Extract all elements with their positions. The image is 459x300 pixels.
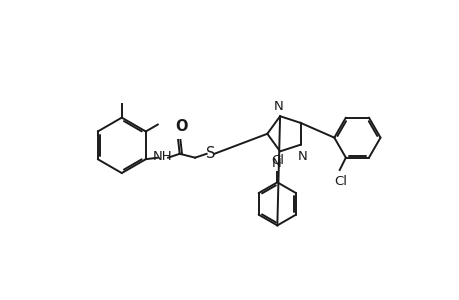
Text: NH: NH [152, 150, 172, 164]
Text: N: N [273, 100, 283, 113]
Text: O: O [174, 119, 187, 134]
Text: S: S [205, 146, 215, 161]
Text: N: N [272, 157, 281, 170]
Text: N: N [297, 150, 307, 163]
Text: Cl: Cl [270, 154, 283, 167]
Text: Cl: Cl [334, 176, 347, 188]
